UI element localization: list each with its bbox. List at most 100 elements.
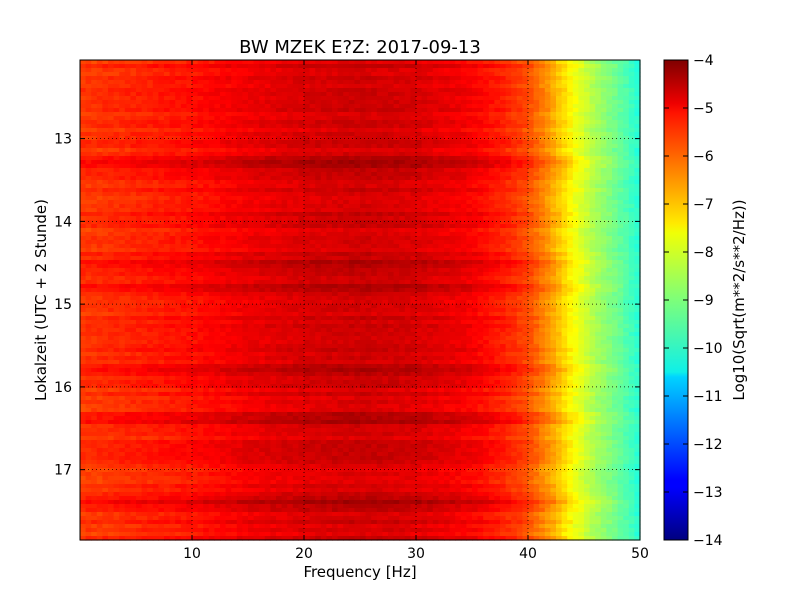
heatmap-cell <box>438 212 445 217</box>
heatmap-cell <box>276 116 283 121</box>
heatmap-cell <box>236 76 243 81</box>
heatmap-cell <box>85 132 92 137</box>
heatmap-cell <box>421 68 428 73</box>
heatmap-cell <box>505 68 512 73</box>
heatmap-cell <box>354 232 361 237</box>
heatmap-cell <box>259 252 266 257</box>
heatmap-cell <box>427 164 434 169</box>
heatmap-cell <box>231 176 238 181</box>
heatmap-cell <box>472 232 479 237</box>
heatmap-cell <box>130 144 137 149</box>
heatmap-cell <box>522 76 529 81</box>
heatmap-cell <box>399 128 406 133</box>
heatmap-cell <box>136 136 143 141</box>
heatmap-cell <box>483 192 490 197</box>
heatmap-cell <box>130 116 137 121</box>
heatmap-cell <box>264 252 271 257</box>
heatmap-cell <box>522 108 529 113</box>
heatmap-cell <box>124 140 131 145</box>
heatmap-cell <box>332 144 339 149</box>
heatmap-cell <box>270 256 277 261</box>
heatmap-cell <box>158 192 165 197</box>
heatmap-cell <box>572 188 579 193</box>
heatmap-cell <box>343 228 350 233</box>
heatmap-cell <box>180 132 187 137</box>
heatmap-cell <box>169 164 176 169</box>
heatmap-cell <box>544 204 551 209</box>
heatmap-cell <box>438 60 445 65</box>
heatmap-cell <box>320 196 327 201</box>
heatmap-cell <box>119 76 126 81</box>
heatmap-cell <box>444 240 451 245</box>
heatmap-cell <box>242 108 249 113</box>
heatmap-cell <box>522 248 529 253</box>
heatmap-cell <box>539 240 546 245</box>
heatmap-cell <box>276 120 283 125</box>
heatmap-cell <box>287 184 294 189</box>
heatmap-cell <box>208 76 215 81</box>
heatmap-cell <box>320 92 327 97</box>
heatmap-cell <box>466 172 473 177</box>
heatmap-cell <box>584 120 591 125</box>
heatmap-cell <box>130 128 137 133</box>
heatmap-cell <box>500 136 507 141</box>
heatmap-cell <box>617 196 624 201</box>
heatmap-cell <box>192 160 199 165</box>
heatmap-cell <box>505 220 512 225</box>
heatmap-cell <box>539 116 546 121</box>
heatmap-cell <box>242 148 249 153</box>
heatmap-cell <box>298 200 305 205</box>
heatmap-cell <box>309 112 316 117</box>
heatmap-cell <box>320 204 327 209</box>
heatmap-cell <box>298 164 305 169</box>
heatmap-cell <box>472 84 479 89</box>
heatmap-cell <box>214 128 221 133</box>
heatmap-cell <box>197 128 204 133</box>
heatmap-cell <box>578 160 585 165</box>
heatmap-cell <box>147 256 154 261</box>
heatmap-cell <box>281 156 288 161</box>
heatmap-cell <box>528 112 535 117</box>
heatmap-cell <box>354 96 361 101</box>
heatmap-cell <box>169 232 176 237</box>
heatmap-cell <box>600 156 607 161</box>
heatmap-cell <box>556 152 563 157</box>
heatmap-cell <box>180 148 187 153</box>
heatmap-cell <box>472 124 479 129</box>
heatmap-cell <box>119 108 126 113</box>
heatmap-cell <box>399 224 406 229</box>
heatmap-cell <box>320 120 327 125</box>
heatmap-cell <box>264 200 271 205</box>
heatmap-cell <box>225 192 232 197</box>
heatmap-cell <box>287 116 294 121</box>
heatmap-cell <box>556 180 563 185</box>
heatmap-cell <box>332 208 339 213</box>
heatmap-cell <box>354 228 361 233</box>
heatmap-cell <box>152 132 159 137</box>
heatmap-cell <box>589 204 596 209</box>
heatmap-cell <box>612 176 619 181</box>
heatmap-cell <box>220 60 227 65</box>
heatmap-cell <box>612 184 619 189</box>
heatmap-cell <box>326 196 333 201</box>
heatmap-cell <box>376 164 383 169</box>
heatmap-cell <box>208 88 215 93</box>
heatmap-cell <box>236 60 243 65</box>
heatmap-cell <box>561 164 568 169</box>
heatmap-cell <box>483 104 490 109</box>
heatmap-cell <box>572 84 579 89</box>
heatmap-cell <box>298 116 305 121</box>
heatmap-cell <box>365 124 372 129</box>
heatmap-cell <box>315 200 322 205</box>
heatmap-cell <box>259 64 266 69</box>
heatmap-cell <box>192 84 199 89</box>
heatmap-cell <box>152 124 159 129</box>
heatmap-cell <box>320 76 327 81</box>
heatmap-cell <box>606 180 613 185</box>
heatmap-cell <box>270 84 277 89</box>
heatmap-cell <box>270 236 277 241</box>
heatmap-cell <box>382 64 389 69</box>
heatmap-cell <box>124 64 131 69</box>
heatmap-cell <box>623 228 630 233</box>
heatmap-cell <box>208 192 215 197</box>
